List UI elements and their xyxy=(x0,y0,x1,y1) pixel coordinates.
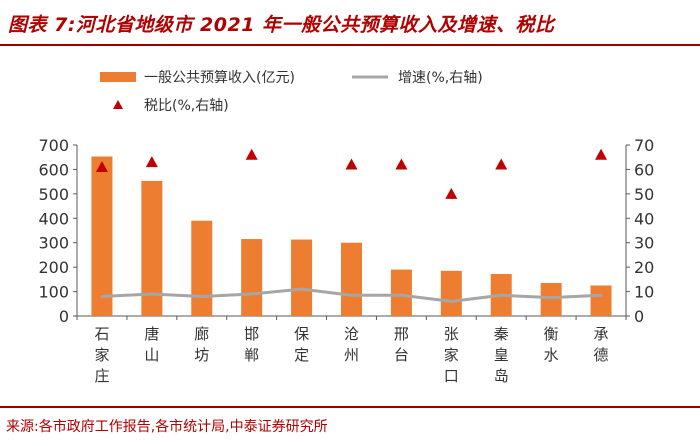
bar xyxy=(91,156,113,316)
growth-point xyxy=(449,299,453,303)
legend-swatch-marker xyxy=(113,100,123,109)
y-tick-label-left: 100 xyxy=(38,283,69,302)
bar-series xyxy=(91,156,612,316)
bar xyxy=(390,269,412,316)
growth-point xyxy=(549,296,553,300)
x-tick-label: 邯郸 xyxy=(244,325,259,364)
growth-point xyxy=(399,293,403,297)
y-tick-label-left: 500 xyxy=(38,185,69,204)
y-tick-label-right: 60 xyxy=(634,160,654,179)
axes: 0 100 200 300 400 500 600 700 0 10 20 30 40 50 60 70 xyxy=(38,136,654,326)
tax-ratio-marker xyxy=(245,148,258,160)
growth-point xyxy=(150,292,154,296)
bar xyxy=(191,220,213,316)
bar xyxy=(241,239,263,316)
x-tick-label: 秦皇岛 xyxy=(494,325,509,385)
y-tick-label-left: 400 xyxy=(38,209,69,228)
chart-title: 图表 7:河北省地级市 2021 年一般公共预算收入及增速、税比 xyxy=(8,14,555,36)
y-tick-label-left: 0 xyxy=(59,307,69,326)
growth-point xyxy=(599,293,603,297)
bar xyxy=(141,180,163,316)
line-series xyxy=(100,287,603,303)
growth-point xyxy=(200,294,204,298)
bar xyxy=(540,283,562,316)
growth-point xyxy=(250,292,254,296)
x-tick-label: 沧州 xyxy=(344,325,359,364)
x-tick-label: 衡水 xyxy=(544,325,559,364)
y-tick-label-left: 600 xyxy=(38,160,69,179)
y-tick-label-right: 70 xyxy=(634,136,654,155)
legend-label-line: 增速(%,右轴) xyxy=(398,70,483,86)
growth-point xyxy=(499,293,503,297)
growth-point xyxy=(350,293,353,297)
legend-label-bar: 一般公共预算收入(亿元) xyxy=(144,70,295,86)
x-tick-label: 邢台 xyxy=(394,325,409,364)
legend-label-marker: 税比(%,右轴) xyxy=(144,98,229,114)
title-bar: 图表 7:河北省地级市 2021 年一般公共预算收入及增速、税比 xyxy=(0,0,700,46)
y-tick-label-right: 30 xyxy=(634,234,654,253)
tax-ratio-marker xyxy=(145,156,158,168)
tax-ratio-marker xyxy=(345,158,358,170)
x-tick-label: 廊坊 xyxy=(194,325,209,364)
y-tick-label-left: 700 xyxy=(38,136,69,155)
growth-point xyxy=(300,287,304,291)
tax-ratio-marker xyxy=(445,187,458,199)
legend-swatch-bar xyxy=(100,72,136,82)
tax-ratio-marker xyxy=(95,160,108,172)
x-tick-label: 石家庄 xyxy=(94,325,109,385)
tax-ratio-marker xyxy=(595,148,608,160)
tax-ratio-marker xyxy=(395,158,408,170)
y-tick-label-left: 300 xyxy=(38,234,69,253)
tax-ratio-marker xyxy=(495,158,508,170)
x-tick-label: 保定 xyxy=(294,325,309,364)
y-tick-label-right: 40 xyxy=(634,209,654,228)
bar xyxy=(590,285,612,316)
growth-point xyxy=(100,294,104,298)
y-tick-label-right: 0 xyxy=(634,307,644,326)
legend: 一般公共预算收入(亿元) 增速(%,右轴) 税比(%,右轴) xyxy=(100,70,483,114)
y-tick-label-right: 20 xyxy=(634,258,654,277)
bar xyxy=(440,270,462,316)
x-tick-label: 唐山 xyxy=(144,325,159,364)
y-tick-label-left: 200 xyxy=(38,258,69,277)
y-tick-label-right: 10 xyxy=(634,283,654,302)
marker-series xyxy=(95,148,608,199)
x-tick-label: 张家口 xyxy=(444,325,459,385)
x-tick-label: 承德 xyxy=(594,325,609,364)
y-tick-label-right: 50 xyxy=(634,185,654,204)
footer: 来源:各市政府工作报告,各市统计局,中泰证券研究所 xyxy=(0,406,700,446)
bar xyxy=(291,239,313,316)
bar xyxy=(341,242,362,316)
source-note: 来源:各市政府工作报告,各市统计局,中泰证券研究所 xyxy=(6,419,328,435)
chart: 一般公共预算收入(亿元) 增速(%,右轴)税比(%,右轴) 01002003004… xyxy=(38,70,654,385)
